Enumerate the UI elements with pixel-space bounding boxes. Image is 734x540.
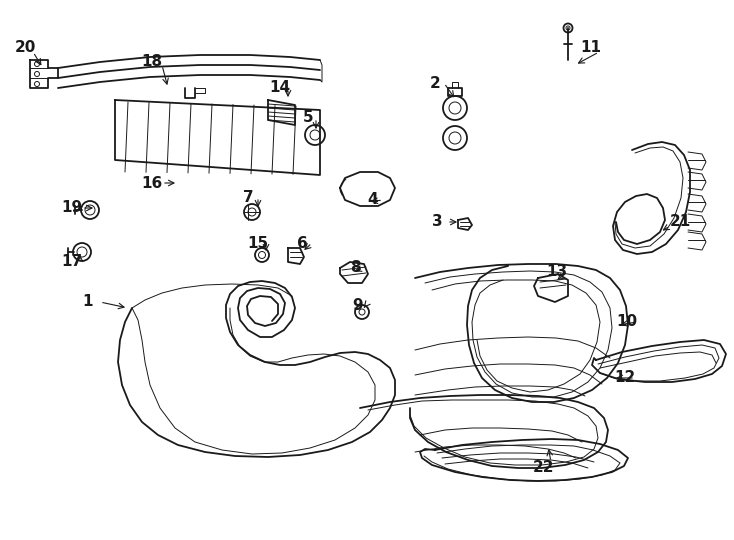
Text: 20: 20 <box>14 40 36 56</box>
Text: 21: 21 <box>669 214 691 230</box>
Text: 4: 4 <box>368 192 378 207</box>
Text: 5: 5 <box>302 111 313 125</box>
Text: 14: 14 <box>269 80 291 96</box>
Text: 18: 18 <box>142 55 162 70</box>
Text: 15: 15 <box>247 235 269 251</box>
Text: 16: 16 <box>142 176 163 191</box>
Text: 1: 1 <box>83 294 93 309</box>
Text: 17: 17 <box>62 254 82 269</box>
Text: 2: 2 <box>429 76 440 91</box>
Text: 7: 7 <box>243 190 253 205</box>
Text: 11: 11 <box>581 40 601 56</box>
Circle shape <box>564 24 573 32</box>
Text: 9: 9 <box>353 298 363 313</box>
Text: 3: 3 <box>432 214 443 230</box>
Text: 19: 19 <box>62 200 82 215</box>
Text: 22: 22 <box>532 461 553 476</box>
Text: 8: 8 <box>349 260 360 275</box>
Text: 12: 12 <box>614 370 636 386</box>
Text: 10: 10 <box>617 314 638 329</box>
Text: 6: 6 <box>297 235 308 251</box>
Text: 13: 13 <box>546 265 567 280</box>
